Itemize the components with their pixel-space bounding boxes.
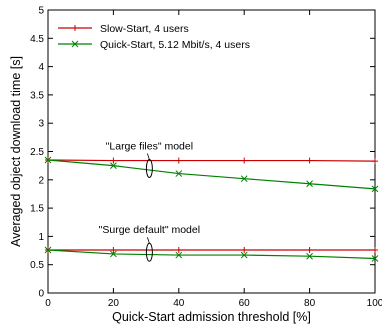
- data-point-x: [240, 251, 248, 259]
- y-tick-label: 4: [38, 62, 44, 73]
- annotation-layer: "Large files" model "Surge default" model: [99, 140, 200, 262]
- data-point-x: [110, 162, 117, 170]
- y-tick-label: 3.5: [30, 90, 44, 101]
- y-tick-label: 0.5: [30, 260, 44, 271]
- annotation-label: "Surge default" model: [99, 224, 200, 236]
- series-large-files-quick-start: [44, 156, 379, 193]
- data-point-x: [175, 170, 183, 177]
- y-tick-label: 1.5: [30, 204, 44, 215]
- data-point-x: [44, 156, 52, 164]
- data-point-x: [371, 255, 379, 262]
- data-point-x: [306, 180, 313, 188]
- data-point-x: [71, 40, 79, 48]
- y-tick-label: 0: [38, 289, 44, 300]
- y-tick-label: 2.5: [30, 147, 44, 158]
- legend: Slow-Start, 4 users Quick-Start, 5.12 Mbi…: [58, 23, 250, 51]
- series-large-files-slow-start: [45, 156, 378, 165]
- x-tick-label: 0: [45, 298, 51, 309]
- series-line: [47, 159, 376, 190]
- x-axis-title: Quick-Start admission threshold [%]: [112, 310, 311, 324]
- axis-ticks: 0 20 40 60 80 100 0 0.5 1 1.5 2 2.5 3 3.5 4 4.5 5: [30, 6, 382, 310]
- legend-label: Quick-Start, 5.12 Mbit/s, 4 users: [100, 39, 250, 51]
- legend-label: Slow-Start, 4 users: [100, 23, 189, 35]
- x-tick-label: 20: [108, 298, 120, 309]
- series-line: [47, 249, 376, 260]
- data-point-x: [175, 251, 183, 259]
- series-surge-default-quick-start: [44, 246, 379, 262]
- y-axis-title: Averaged object download time [s]: [9, 56, 23, 247]
- y-tick-label: 3: [38, 119, 44, 130]
- y-tick-label: 1: [38, 232, 44, 243]
- x-tick-label: 100: [367, 298, 382, 309]
- annotation-ellipse: [145, 242, 153, 262]
- plot-area: 0 20 40 60 80 100 0 0.5 1 1.5 2 2.5 3 3.5 4 4.5 5 "Large…: [30, 6, 382, 310]
- annotation-leader: [146, 237, 150, 244]
- annotation-ellipse: [145, 158, 153, 178]
- data-point-x: [371, 185, 379, 193]
- x-tick-label: 40: [173, 298, 185, 309]
- annotation-leader: [146, 153, 150, 160]
- data-point-x: [306, 252, 313, 260]
- series-surge-default-slow-start: [45, 246, 378, 253]
- x-tick-label: 80: [304, 298, 316, 309]
- y-tick-label: 5: [38, 6, 44, 17]
- data-point-x: [240, 175, 248, 183]
- y-tick-label: 2: [38, 175, 44, 186]
- series-line: [47, 159, 376, 162]
- data-point-x: [110, 250, 117, 258]
- data-point-x: [44, 246, 52, 254]
- annotation-label: "Large files" model: [106, 140, 193, 152]
- series-layer: [44, 156, 379, 262]
- y-tick-label: 4.5: [30, 34, 44, 45]
- x-tick-label: 60: [239, 298, 251, 309]
